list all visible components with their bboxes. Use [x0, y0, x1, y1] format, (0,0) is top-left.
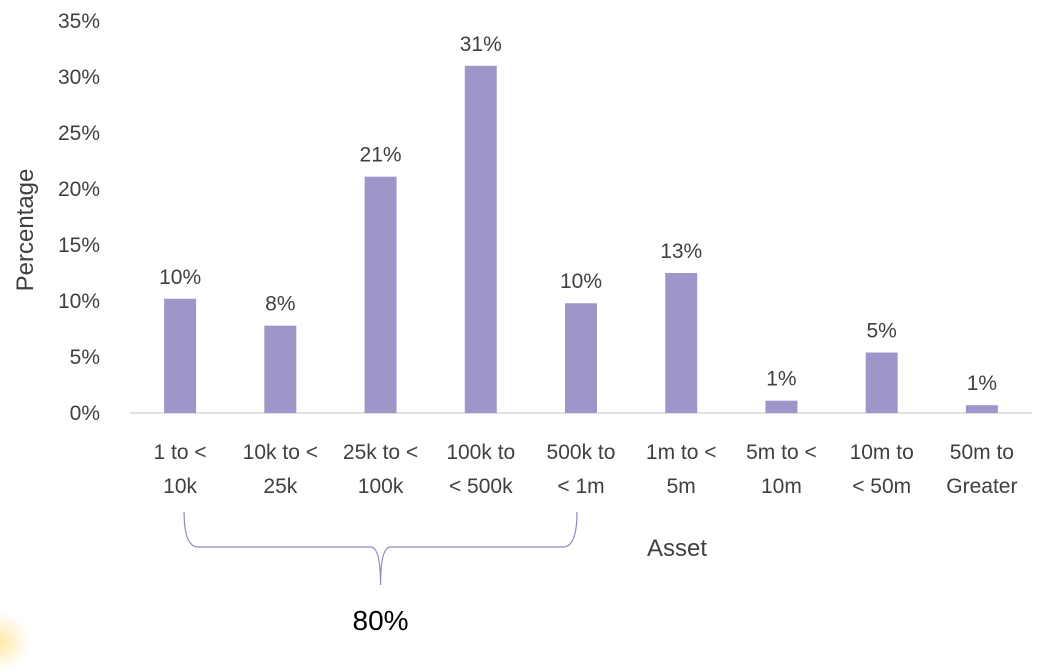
- bar: [565, 303, 597, 413]
- y-tick-label: 25%: [58, 122, 100, 145]
- x-tick-label: 100k: [358, 475, 404, 498]
- bar: [765, 400, 798, 413]
- bar: [665, 273, 698, 413]
- y-tick-label: 35%: [58, 10, 100, 33]
- y-tick-label: 15%: [58, 234, 100, 257]
- bar-data-label: 8%: [265, 293, 295, 316]
- y-tick-label: 10%: [58, 290, 100, 313]
- bar-data-label: 21%: [360, 144, 402, 167]
- y-tick-label: 30%: [58, 66, 100, 89]
- x-tick-label: 10k: [163, 475, 197, 498]
- bars-group: [164, 65, 998, 414]
- bar: [464, 65, 497, 414]
- bar-data-label: 5%: [866, 320, 896, 343]
- bar: [164, 298, 197, 413]
- x-tick-label: 10m to: [850, 441, 914, 464]
- x-tick-label: 100k to: [446, 441, 515, 464]
- range-brace: [183, 511, 578, 586]
- bar-data-label: 10%: [560, 270, 602, 293]
- x-tick-label: < 1m: [557, 475, 604, 498]
- y-tick-label: 5%: [70, 346, 100, 369]
- y-tick-label: 20%: [58, 178, 100, 201]
- x-tick-label: < 50m: [852, 475, 911, 498]
- chart-container: 0% 5% 10% 15% 20% 25% 30% 35% 10% 8% 21% 31% 10% 13%…: [0, 10, 1032, 672]
- x-tick-label: Greater: [946, 475, 1017, 498]
- x-tick-label: < 500k: [449, 475, 513, 498]
- x-axis-ticks: 1 to < 10k 10k to < 25k 25k to < 100k 100k to <…: [154, 441, 1018, 498]
- y-tick-label: 0%: [70, 402, 100, 425]
- bar-data-label: 31%: [460, 33, 502, 56]
- x-tick-label: 25k to <: [343, 441, 418, 464]
- x-tick-label: 5m to <: [746, 441, 817, 464]
- x-axis-title: Asset: [647, 535, 707, 562]
- bar-data-label: 1%: [967, 372, 997, 395]
- x-tick-label: 50m to: [950, 441, 1014, 464]
- bar: [364, 176, 397, 413]
- x-tick-label: 1m to <: [646, 441, 717, 464]
- bar-chart: 0% 5% 10% 15% 20% 25% 30% 35% 10% 8% 21% 31% 10% 13%…: [12, 10, 1032, 636]
- y-axis-ticks: 0% 5% 10% 15% 20% 25% 30% 35%: [58, 10, 100, 425]
- bar: [965, 405, 998, 413]
- x-tick-label: 10m: [761, 475, 802, 498]
- x-tick-label: 10k to <: [243, 441, 318, 464]
- x-tick-label: 5m: [667, 475, 696, 498]
- bar: [264, 325, 297, 413]
- range-annotation-label: 80%: [353, 605, 409, 636]
- bar-data-label: 1%: [766, 368, 796, 391]
- data-labels-group: 10% 8% 21% 31% 10% 13% 1% 5% 1%: [159, 33, 997, 395]
- x-tick-label: 25k: [263, 475, 297, 498]
- bar-data-label: 13%: [660, 240, 702, 263]
- x-tick-label: 500k to: [547, 441, 616, 464]
- bar-data-label: 10%: [159, 266, 201, 289]
- bar: [865, 352, 898, 413]
- y-axis-title: Percentage: [12, 169, 39, 292]
- x-tick-label: 1 to <: [154, 441, 207, 464]
